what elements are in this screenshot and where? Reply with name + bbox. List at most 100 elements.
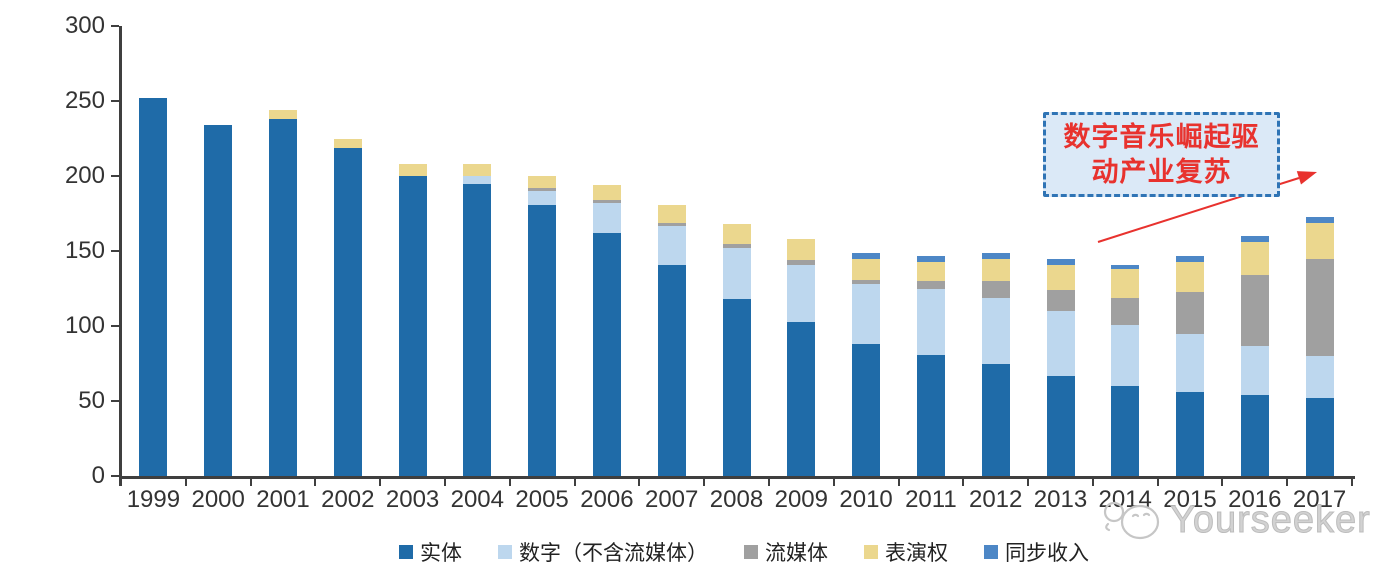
y-axis-tick [111, 100, 119, 102]
bar-segment-7 [592, 203, 621, 233]
x-axis-tick [508, 478, 511, 486]
y-axis-tick [111, 400, 119, 402]
watermark-text: Yourseeker [1170, 499, 1371, 542]
bar-segment-8 [657, 222, 686, 226]
y-axis-label: 150 [64, 237, 105, 264]
y-axis-label: 200 [64, 162, 105, 189]
x-axis-tick [1156, 478, 1159, 486]
bar-segment-9 [722, 299, 751, 476]
yourseeker-logo-icon [1103, 501, 1160, 540]
bar-segment-15 [1111, 269, 1140, 298]
annotation-arrowhead [1296, 171, 1317, 185]
bar-segment-2 [269, 119, 297, 476]
legend-label: 流媒体 [765, 542, 828, 565]
bar-segment-11 [852, 258, 881, 280]
bar-segment-13 [981, 281, 1010, 298]
bar-segment-16 [1176, 261, 1204, 292]
y-axis-tick [111, 175, 119, 177]
bar-segment-14 [1046, 311, 1075, 376]
y-axis-line [119, 26, 122, 486]
x-axis-tick [249, 478, 252, 486]
x-axis-tick [767, 478, 770, 486]
x-axis-tick [184, 478, 187, 486]
annotation-text-line2: 动产业复苏 [1091, 156, 1232, 187]
x-axis-tick [1221, 478, 1224, 486]
legend-swatch-icon [399, 545, 413, 559]
legend-item: 同步收入 [984, 537, 1089, 567]
bar-segment-16 [1176, 291, 1204, 334]
watermark: Yourseeker [1098, 494, 1371, 546]
bar-segment-7 [592, 185, 621, 200]
bar-segment-17 [1240, 242, 1269, 275]
bar-segment-18 [1305, 216, 1334, 223]
y-axis-tick [111, 475, 119, 477]
legend-label: 实体 [420, 542, 462, 565]
bar-segment-9 [722, 243, 751, 248]
x-axis-label: 2010 [839, 486, 893, 513]
bar-segment-8 [657, 264, 686, 476]
y-axis-tick [111, 25, 119, 27]
bar-segment-13 [981, 258, 1010, 281]
x-axis-label: 2004 [450, 486, 504, 513]
bar-segment-10 [787, 321, 816, 476]
bar-segment-14 [1046, 290, 1075, 311]
bar-segment-12 [916, 354, 945, 476]
y-axis-label: 50 [78, 387, 105, 414]
bar-segment-14 [1046, 375, 1075, 476]
y-axis-label: 250 [64, 87, 105, 114]
legend-label: 同步收入 [1005, 542, 1089, 565]
bar-segment-6 [528, 204, 557, 476]
y-axis-tick [111, 250, 119, 252]
legend-swatch-icon [864, 545, 878, 559]
x-axis-label: 2000 [191, 486, 245, 513]
bar-segment-0 [139, 98, 168, 476]
bar-segment-10 [787, 260, 816, 265]
y-axis-label: 300 [64, 12, 105, 39]
x-axis-label: 2015 [1163, 486, 1217, 513]
x-axis-tick [1286, 478, 1289, 486]
x-axis-label: 1999 [126, 486, 181, 513]
bar-segment-10 [787, 239, 816, 260]
x-axis-tick [1027, 478, 1030, 486]
bar-segment-1 [204, 125, 233, 476]
x-axis-label: 2006 [580, 486, 634, 513]
bar-segment-16 [1176, 392, 1204, 476]
x-axis-label: 2002 [321, 486, 375, 513]
bar-segment-12 [916, 281, 945, 289]
x-axis-label: 2003 [385, 486, 440, 513]
x-axis-label: 2001 [256, 486, 310, 513]
bar-segment-3 [333, 147, 362, 476]
legend-swatch-icon [744, 545, 758, 559]
bar-segment-17 [1240, 395, 1269, 476]
x-axis-tick [444, 478, 446, 486]
bar-segment-13 [981, 297, 1010, 364]
bar-segment-5 [463, 183, 492, 476]
bar-segment-2 [269, 110, 297, 119]
annotation-callout: 数字音乐崛起驱 动产业复苏 [1043, 112, 1280, 197]
bar-segment-9 [722, 248, 751, 299]
legend-item: 流媒体 [744, 537, 828, 567]
bar-segment-18 [1305, 398, 1334, 476]
legend-item: 表演权 [864, 537, 948, 567]
bar-segment-15 [1111, 297, 1140, 325]
bar-segment-3 [333, 138, 362, 148]
x-axis-label: 2009 [774, 486, 828, 513]
bar-segment-11 [852, 252, 881, 259]
bar-segment-15 [1111, 264, 1140, 269]
x-axis-label: 2012 [968, 486, 1023, 513]
x-axis-tick [832, 478, 835, 486]
bar-segment-12 [916, 255, 945, 262]
legend-item: 实体 [399, 537, 462, 567]
x-axis-label: 2013 [1033, 486, 1088, 513]
chart-legend: 实体 数字（不含流媒体） 流媒体 表演权 同步收入 [0, 537, 1398, 567]
bar-segment-13 [981, 363, 1010, 476]
legend-item: 数字（不含流媒体） [498, 537, 708, 567]
x-axis-label: 2014 [1098, 486, 1152, 513]
x-axis-label: 2016 [1228, 486, 1282, 513]
bar-segment-13 [981, 252, 1010, 259]
x-axis-label: 2008 [709, 486, 764, 513]
bar-segment-17 [1240, 236, 1269, 242]
x-axis-tick [638, 478, 641, 486]
bar-segment-15 [1111, 386, 1140, 476]
